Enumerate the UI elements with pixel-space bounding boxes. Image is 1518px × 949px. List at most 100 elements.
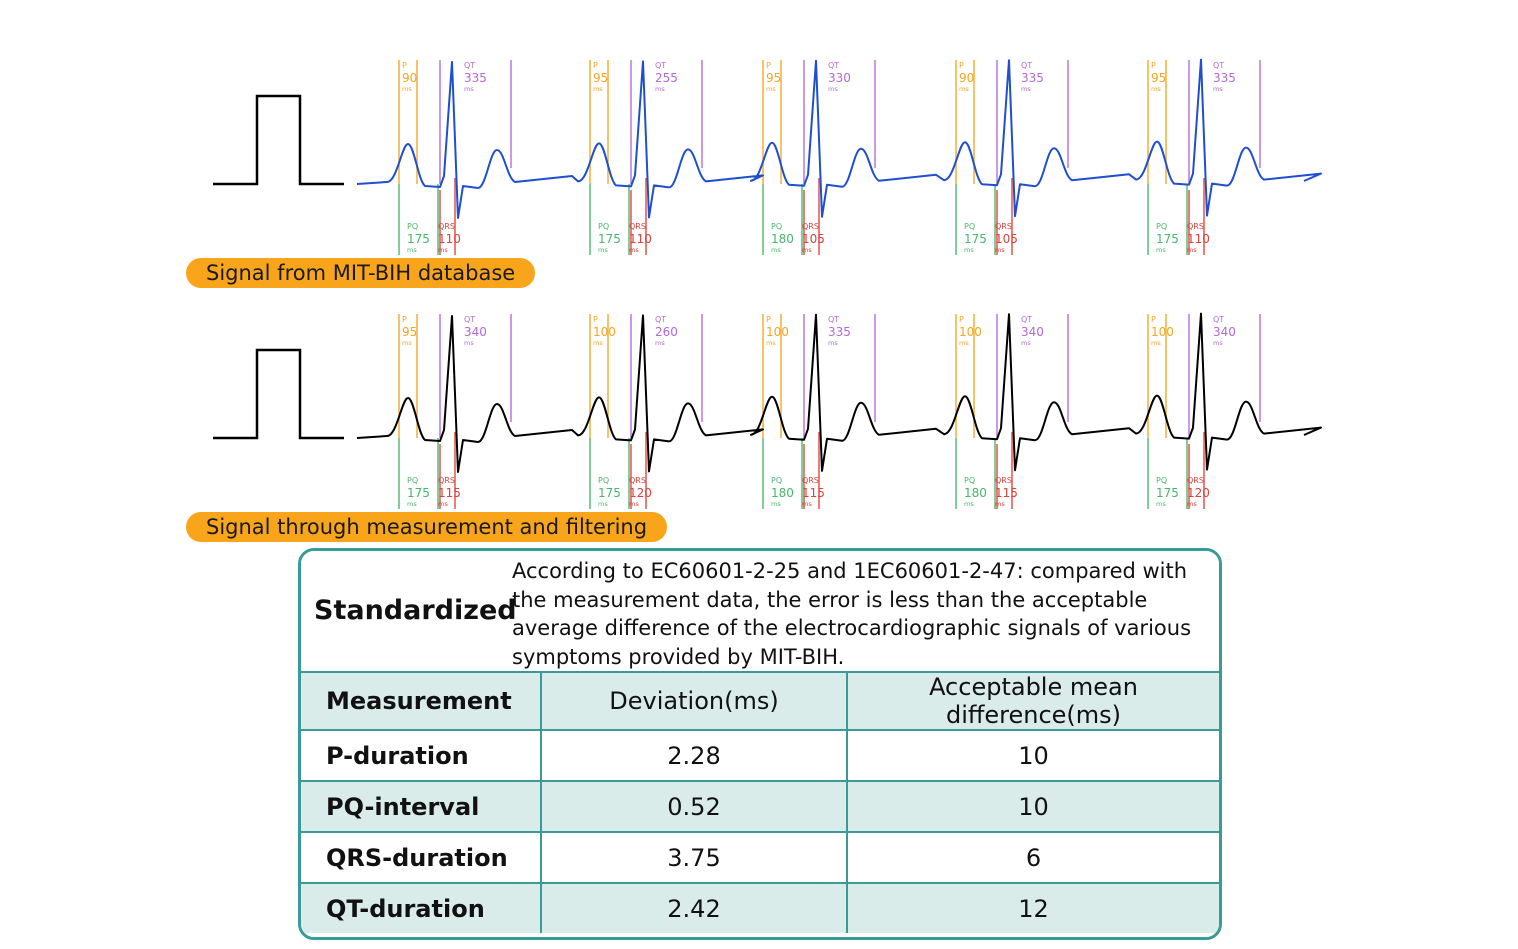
qt-duration-unit: ms	[1213, 339, 1223, 347]
qrs-duration-unit: ms	[1187, 500, 1197, 508]
pq-interval-label: PQ	[407, 222, 419, 231]
qt-duration-unit: ms	[464, 339, 474, 347]
pq-interval-value: 175	[964, 232, 987, 246]
qrs-duration-label: QRS	[802, 476, 819, 485]
qt-duration-value: 340	[1213, 325, 1236, 339]
qrs-duration-unit: ms	[629, 246, 639, 254]
p-duration-annotation: P 95 ms	[766, 62, 781, 93]
qrs-duration-unit: ms	[438, 246, 448, 254]
pq-interval-unit: ms	[1156, 246, 1166, 254]
qrs-duration-annotation: QRS 115 ms	[802, 477, 825, 508]
p-duration-label: P	[593, 61, 598, 70]
p-duration-annotation: P 100 ms	[1151, 316, 1174, 347]
row-deviation: 0.52	[540, 780, 848, 833]
qrs-duration-value: 110	[438, 232, 461, 246]
p-duration-label: P	[959, 61, 964, 70]
row-measurement: PQ-interval	[301, 780, 542, 833]
qt-duration-annotation: QT 255 ms	[655, 62, 678, 93]
qrs-duration-label: QRS	[629, 476, 646, 485]
table-header-row: Measurement Deviation(ms) Acceptable mea…	[301, 673, 1219, 731]
pq-interval-label: PQ	[964, 222, 976, 231]
pq-interval-annotation: PQ 180 ms	[771, 477, 794, 508]
qrs-duration-unit: ms	[802, 246, 812, 254]
qrs-duration-value: 120	[629, 486, 652, 500]
pq-interval-annotation: PQ 180 ms	[964, 477, 987, 508]
pq-interval-value: 175	[407, 232, 430, 246]
p-duration-annotation: P 95 ms	[593, 62, 608, 93]
qrs-duration-label: QRS	[629, 222, 646, 231]
calibration-pulse	[213, 94, 344, 186]
standards-table-card: Standardized According to EC60601-2-25 a…	[298, 548, 1222, 940]
calibration-pulse	[213, 348, 344, 440]
qrs-duration-annotation: QRS 120 ms	[1187, 477, 1210, 508]
p-duration-label: P	[593, 315, 598, 324]
row-deviation: 2.42	[540, 882, 848, 933]
p-duration-annotation: P 100 ms	[766, 316, 789, 347]
p-duration-unit: ms	[959, 339, 969, 347]
qt-duration-value: 335	[1213, 71, 1236, 85]
table-row: P-duration 2.28 10	[301, 729, 1219, 782]
p-duration-label: P	[766, 61, 771, 70]
qrs-duration-value: 115	[995, 486, 1018, 500]
pq-interval-value: 175	[598, 486, 621, 500]
header-measurement: Measurement	[301, 673, 542, 731]
pq-interval-unit: ms	[771, 500, 781, 508]
p-duration-label: P	[959, 315, 964, 324]
row-measurement: QRS-duration	[301, 831, 542, 884]
p-duration-unit: ms	[593, 339, 603, 347]
pq-interval-annotation: PQ 175 ms	[1156, 223, 1179, 254]
qrs-duration-label: QRS	[1187, 476, 1204, 485]
pq-interval-unit: ms	[771, 246, 781, 254]
qrs-duration-unit: ms	[629, 500, 639, 508]
row-acceptable: 10	[846, 729, 1219, 782]
table-row: QRS-duration 3.75 6	[301, 831, 1219, 884]
filtered-ecg-plot	[213, 312, 1322, 509]
qt-duration-label: QT	[828, 315, 840, 324]
qrs-duration-unit: ms	[438, 500, 448, 508]
ecg-trace	[356, 312, 1322, 473]
pq-interval-unit: ms	[1156, 500, 1166, 508]
qrs-duration-value: 115	[438, 486, 461, 500]
p-duration-unit: ms	[1151, 339, 1161, 347]
pq-interval-annotation: PQ 175 ms	[407, 477, 430, 508]
qt-duration-label: QT	[1021, 61, 1033, 70]
qrs-duration-annotation: QRS 115 ms	[438, 477, 461, 508]
qt-duration-label: QT	[828, 61, 840, 70]
deviation-table: Measurement Deviation(ms) Acceptable mea…	[301, 673, 1219, 933]
qt-duration-annotation: QT 335 ms	[1021, 62, 1044, 93]
p-duration-label: P	[766, 315, 771, 324]
qt-duration-unit: ms	[828, 339, 838, 347]
p-duration-unit: ms	[402, 85, 412, 93]
qrs-duration-value: 105	[802, 232, 825, 246]
p-duration-value: 100	[959, 325, 982, 339]
qt-duration-unit: ms	[828, 85, 838, 93]
qt-duration-value: 330	[828, 71, 851, 85]
mit-bih-signal-panel: P 90 ms QT 335 ms PQ 175 ms QRS 110 ms P 95 ms QT 255 ms P…	[0, 0, 1518, 288]
pq-interval-annotation: PQ 175 ms	[598, 477, 621, 508]
p-duration-unit: ms	[402, 339, 412, 347]
p-duration-annotation: P 95 ms	[1151, 62, 1166, 93]
qt-duration-annotation: QT 335 ms	[828, 316, 851, 347]
mit-bih-title-pill: Signal from MIT-BIH database	[186, 258, 536, 288]
pq-interval-unit: ms	[598, 500, 608, 508]
qt-duration-label: QT	[1021, 315, 1033, 324]
pq-interval-label: PQ	[598, 222, 610, 231]
p-duration-value: 95	[766, 71, 782, 85]
qrs-duration-annotation: QRS 110 ms	[629, 223, 652, 254]
qrs-duration-label: QRS	[438, 222, 455, 231]
pq-interval-value: 180	[964, 486, 987, 500]
row-deviation: 2.28	[540, 729, 848, 782]
row-acceptable: 12	[846, 882, 1219, 933]
pq-interval-unit: ms	[964, 500, 974, 508]
pq-interval-value: 180	[771, 232, 794, 246]
qrs-duration-annotation: QRS 115 ms	[995, 477, 1018, 508]
qrs-duration-annotation: QRS 120 ms	[629, 477, 652, 508]
qrs-duration-value: 110	[1187, 232, 1210, 246]
qt-duration-label: QT	[464, 315, 476, 324]
p-duration-annotation: P 90 ms	[959, 62, 974, 93]
p-duration-unit: ms	[959, 85, 969, 93]
pq-interval-value: 175	[1156, 486, 1179, 500]
qrs-duration-label: QRS	[995, 476, 1012, 485]
p-duration-value: 95	[593, 71, 609, 85]
qt-duration-label: QT	[655, 61, 667, 70]
